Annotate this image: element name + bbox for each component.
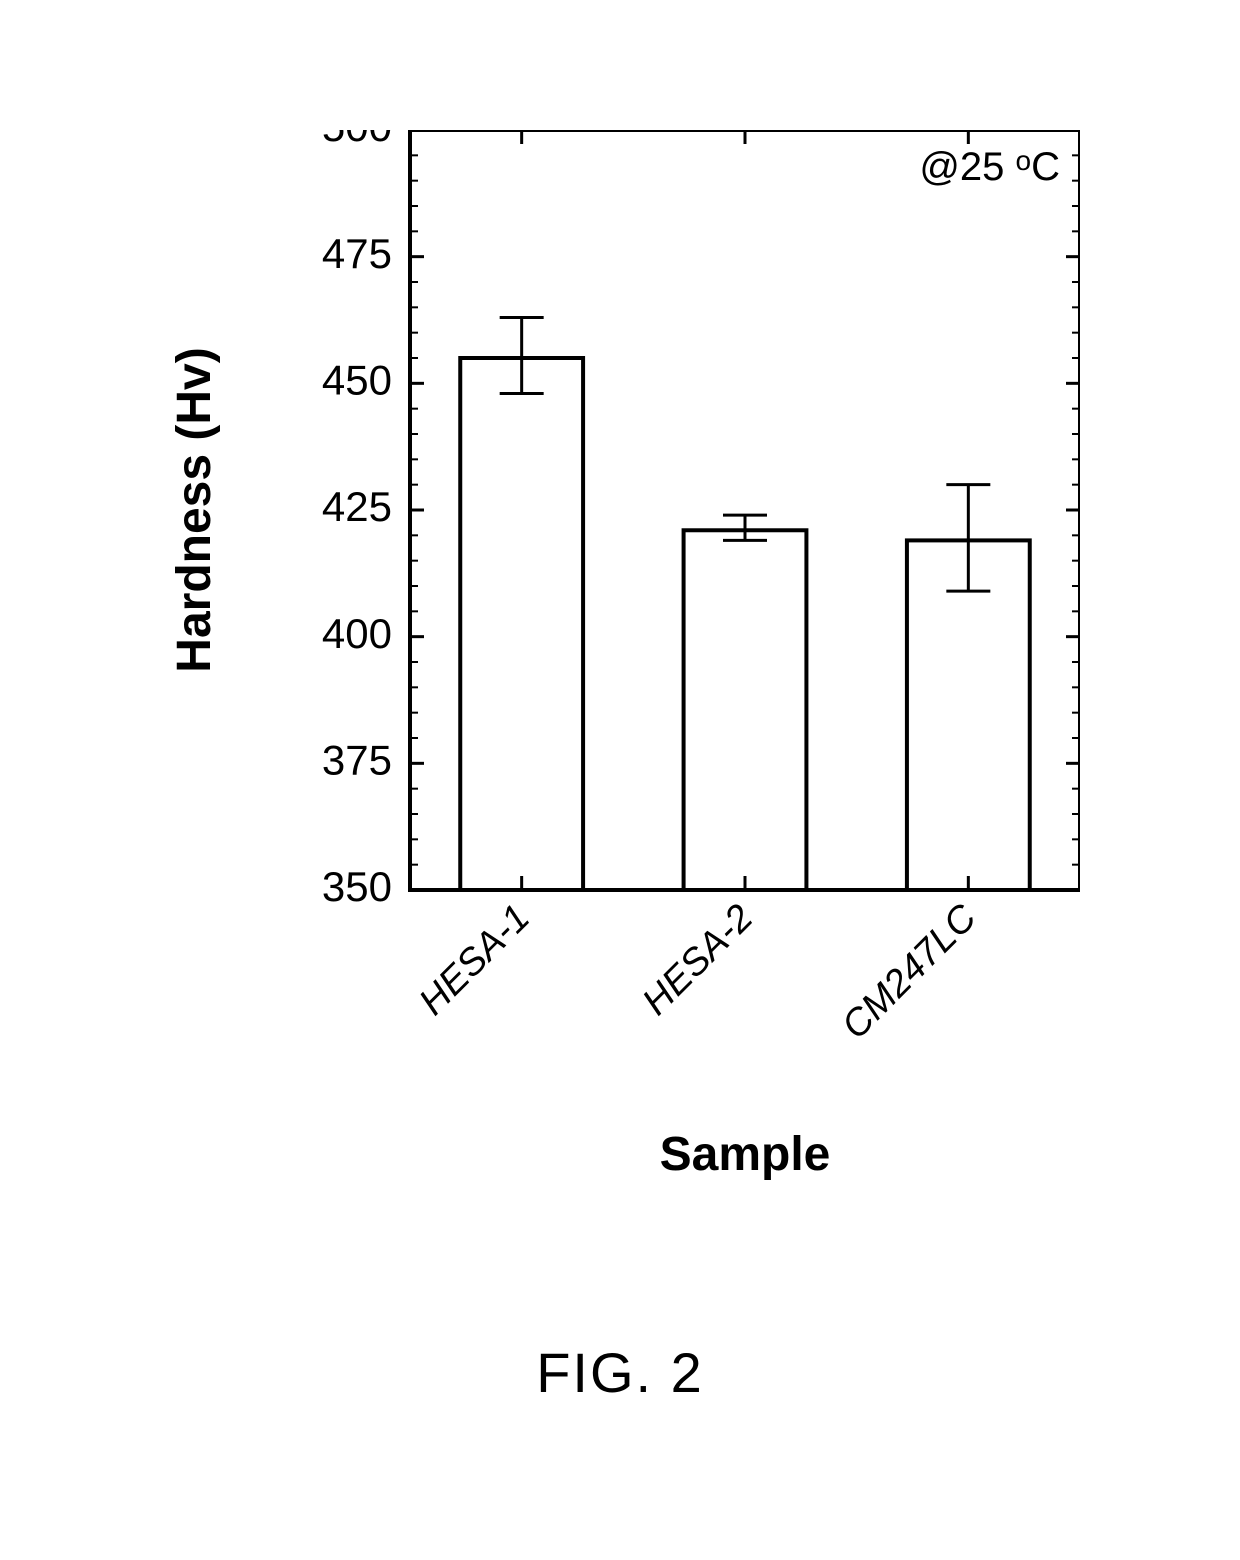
- page: 350 375 400 425 450 475 500 HESA-1 HESA-2 CM247LC…: [0, 0, 1240, 1560]
- svg-text:500: 500: [322, 130, 392, 150]
- svg-text:400: 400: [322, 610, 392, 657]
- chart-svg: 350 375 400 425 450 475 500 HESA-1 HESA-2 CM247LC…: [160, 130, 1080, 1280]
- svg-text:@25 oC: @25 oC: [919, 145, 1060, 189]
- svg-text:425: 425: [322, 483, 392, 530]
- svg-text:475: 475: [322, 230, 392, 277]
- svg-text:Hardness (Hv): Hardness (Hv): [168, 347, 221, 672]
- figure-caption: FIG. 2: [0, 1340, 1240, 1405]
- svg-text:Sample: Sample: [660, 1128, 831, 1181]
- svg-text:450: 450: [322, 356, 392, 403]
- svg-text:CM247LC: CM247LC: [834, 896, 985, 1047]
- svg-text:350: 350: [322, 863, 392, 910]
- svg-text:375: 375: [322, 736, 392, 783]
- svg-text:HESA-2: HESA-2: [635, 897, 762, 1024]
- hardness-bar-chart: 350 375 400 425 450 475 500 HESA-1 HESA-2 CM247LC…: [160, 130, 1080, 1280]
- svg-text:HESA-1: HESA-1: [411, 897, 538, 1024]
